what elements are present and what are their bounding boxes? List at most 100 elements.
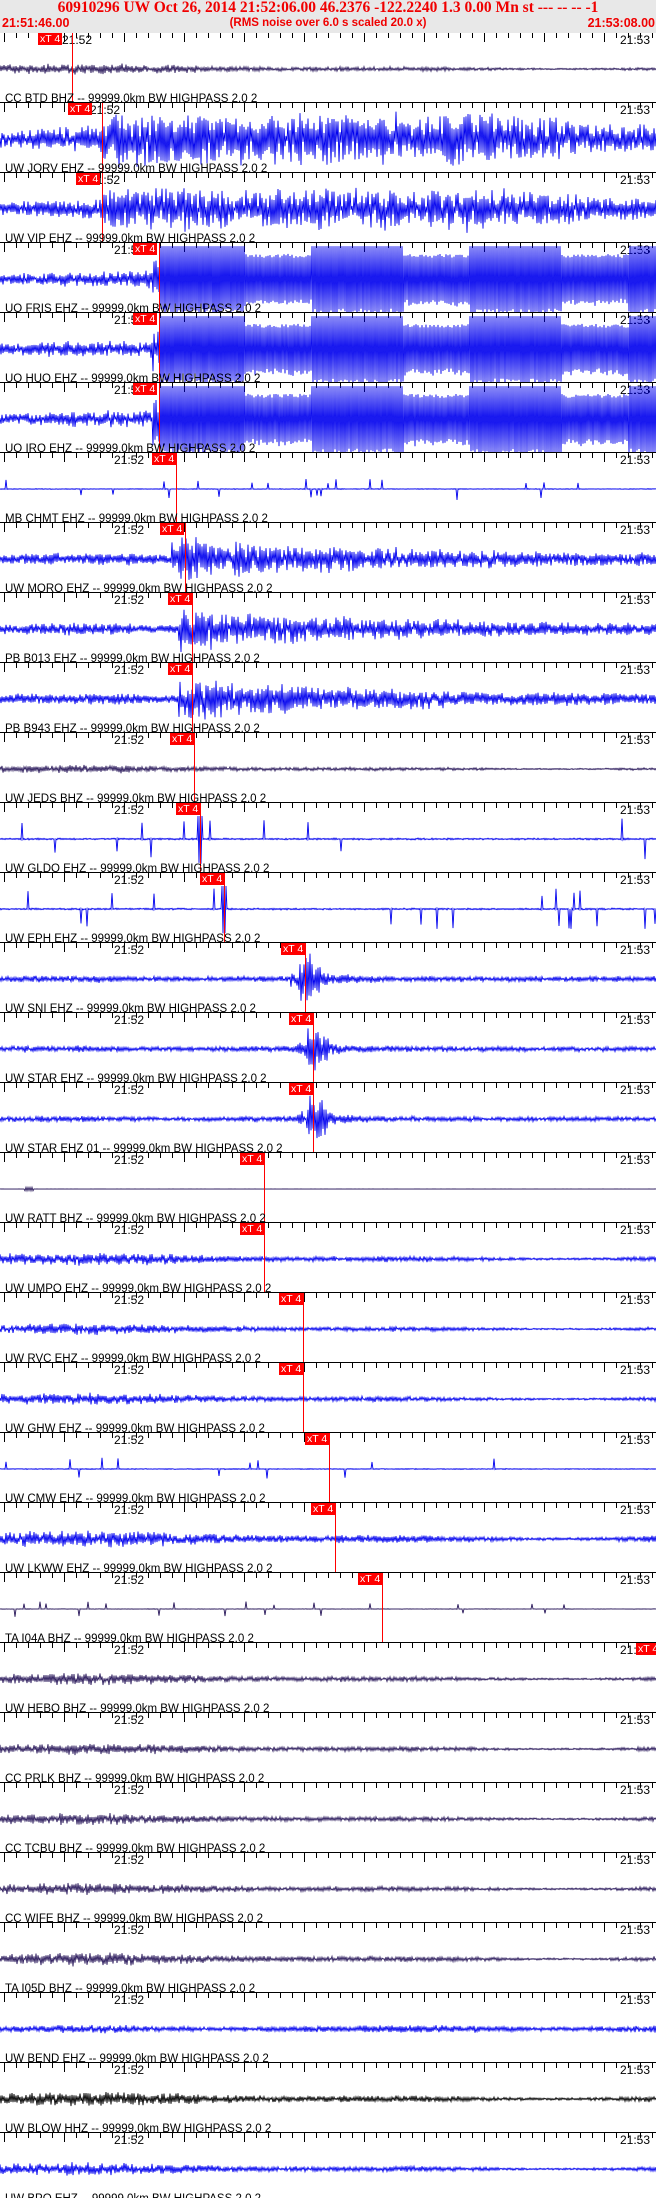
phase-pick-tag[interactable]: xT 4 [281, 943, 306, 955]
phase-pick-line[interactable] [159, 383, 160, 452]
phase-pick-tag[interactable]: xT 4 [289, 1013, 314, 1025]
axis-tick-minor [40, 733, 41, 738]
axis-tick-minor [412, 523, 413, 528]
trace-station-label: CC TCBU BHZ -- 99999.0km BW HIGHPASS 2.0… [5, 1843, 266, 1853]
trace-row[interactable]: 21:52 21:53 xT 4 UW JEDS BHZ -- 99999.0km B… [0, 733, 656, 803]
phase-pick-line[interactable] [329, 1433, 330, 1502]
phase-pick-tag[interactable]: xT 4 [133, 313, 158, 325]
trace-row[interactable]: 21:52 21:53 xT 4 UO IRQ EHZ -- 99999.0km BW… [0, 383, 656, 453]
phase-pick-line[interactable] [102, 103, 103, 172]
phase-pick-tag[interactable]: xT 4 [240, 1223, 265, 1235]
phase-pick-tag[interactable]: xT 4 [170, 733, 195, 745]
phase-pick-tag[interactable]: xT 4 [38, 33, 63, 45]
trace-station-label: CC BTD BHZ -- 99999.0km BW HIGHPASS 2.0 … [5, 93, 258, 103]
axis-tick-minor [220, 663, 221, 668]
phase-pick-tag[interactable]: xT 4 [279, 1363, 304, 1375]
phase-pick-tag[interactable]: xT 4 [68, 103, 93, 115]
axis-tick-major [484, 523, 485, 532]
phase-pick-line[interactable] [194, 733, 195, 802]
phase-pick-tag[interactable]: xT 4 [152, 453, 177, 465]
trace-row[interactable]: 21:52 21:53 UW BLOW HHZ -- 99999.0km BW HI… [0, 2063, 656, 2133]
axis-tick-major [364, 453, 365, 462]
trace-row[interactable]: 21:52 21:53 xT 4 UW STAR EHZ 01 -- 99999.0k… [0, 1083, 656, 1153]
phase-pick-line[interactable] [192, 593, 193, 662]
trace-row[interactable]: 21:52 21:53 xT 4 UW UMPQ EHZ -- 99999.0km B… [0, 1223, 656, 1293]
trace-row[interactable]: 21:52 21:53 xT 4 PB B943 EHZ -- 99999.0km B… [0, 663, 656, 733]
phase-pick-tag[interactable]: xT 4 [358, 1573, 383, 1585]
axis-tick-minor [268, 803, 269, 808]
phase-pick-line[interactable] [313, 1083, 314, 1152]
phase-pick-tag[interactable]: xT 4 [168, 593, 193, 605]
phase-pick-tag[interactable]: xT 4 [636, 1643, 656, 1655]
trace-row[interactable]: 21:52 21:53 xT 4 UW LKWW EHZ -- 99999.0km B… [0, 1503, 656, 1573]
phase-pick-line[interactable] [335, 1503, 336, 1572]
trace-row[interactable]: 21:52 21:53 xT 4 UW MORO EHZ -- 99999.0km B… [0, 523, 656, 593]
trace-row[interactable]: 21:52 21:53 xT 4 PB B013 EHZ -- 99999.0km B… [0, 593, 656, 663]
phase-pick-line[interactable] [159, 243, 160, 312]
phase-pick-line[interactable] [176, 453, 177, 522]
axis-tick-minor [88, 453, 89, 458]
axis-tick-minor [148, 943, 149, 948]
axis-tick-minor [76, 1293, 77, 1298]
phase-pick-tag[interactable]: xT 4 [289, 1083, 314, 1095]
trace-row[interactable]: 21:52 21:53 xT 4 UW JORV EHZ -- 99999.0km B… [0, 103, 656, 173]
axis-tick-minor [352, 1783, 353, 1788]
phase-pick-line[interactable] [382, 1573, 383, 1642]
axis-tick-major [244, 733, 245, 742]
phase-pick-tag[interactable]: xT 4 [168, 663, 193, 675]
trace-row[interactable]: 21:52 21:53 xT 4 UW RATT BHZ -- 99999.0km B… [0, 1153, 656, 1223]
axis-tick-minor [160, 2063, 161, 2068]
axis-tick-minor [232, 1153, 233, 1158]
trace-row[interactable]: 21:52 21:53 CC PRLK BHZ -- 99999.0km BW HI… [0, 1713, 656, 1783]
trace-station-label: UW JEDS BHZ -- 99999.0km BW HIGHPASS 2.0… [5, 793, 267, 803]
phase-pick-line[interactable] [185, 523, 186, 592]
axis-tick-minor [100, 103, 101, 108]
trace-row[interactable]: 21:52 21:53 xT 4 MB CHMT EHZ -- 99999.0km B… [0, 453, 656, 523]
phase-pick-tag[interactable]: xT 4 [176, 803, 201, 815]
phase-pick-line[interactable] [102, 173, 103, 242]
trace-row[interactable]: 21:52 21:53 xT 4 TA I04A BHZ -- 99999.0km B… [0, 1573, 656, 1643]
phase-pick-line[interactable] [264, 1153, 265, 1222]
trace-row[interactable]: 21:52 21:53 xT 4 UW STAR EHZ -- 99999.0km B… [0, 1013, 656, 1083]
phase-pick-line[interactable] [224, 873, 225, 942]
phase-pick-line[interactable] [200, 803, 201, 872]
phase-pick-line[interactable] [303, 1293, 304, 1362]
trace-row[interactable]: 21:52 21:53 xT 4 UO FRIS EHZ -- 99999.0km B… [0, 243, 656, 313]
axis-tick-minor [376, 593, 377, 598]
trace-row[interactable]: 21:52 21:53 xT 4 UW RVC EHZ -- 99999.0km BW… [0, 1293, 656, 1363]
trace-row[interactable]: 21:52 21:53 xT 4 UW EPH EHZ -- 99999.0km BW… [0, 873, 656, 943]
phase-pick-tag[interactable]: xT 4 [200, 873, 225, 885]
phase-pick-line[interactable] [313, 1013, 314, 1082]
axis-tick-major [364, 1853, 365, 1862]
phase-pick-line[interactable] [159, 313, 160, 382]
phase-pick-line[interactable] [264, 1223, 265, 1292]
phase-pick-line[interactable] [305, 943, 306, 1012]
phase-pick-tag[interactable]: xT 4 [311, 1503, 336, 1515]
axis-time-label-left: 21:52 [114, 1783, 145, 1797]
trace-row[interactable]: 21:52 21:53 CC TCBU BHZ -- 99999.0km BW HI… [0, 1783, 656, 1853]
phase-pick-tag[interactable]: xT 4 [133, 243, 158, 255]
phase-pick-tag[interactable]: xT 4 [240, 1153, 265, 1165]
trace-row[interactable]: 21:52 21:53 UW BEND EHZ -- 99999.0km BW HI… [0, 1993, 656, 2063]
phase-pick-line[interactable] [72, 33, 73, 102]
axis-tick-minor [412, 1153, 413, 1158]
phase-pick-tag[interactable]: xT 4 [305, 1433, 330, 1445]
trace-row[interactable]: 21:52 21:53 xT 4 CC BTD BHZ -- 99999.0km BW… [0, 33, 656, 103]
trace-row[interactable]: 21:52 21:53 xT 4 UW GLDO EHZ -- 99999.0km B… [0, 803, 656, 873]
phase-pick-tag[interactable]: xT 4 [76, 173, 101, 185]
trace-row[interactable]: 21:52 21:53 xT 4 UW SNI EHZ -- 99999.0km BW… [0, 943, 656, 1013]
trace-row[interactable]: 21:52 21:53 xT 4 UW VIP EHZ -- 99999.0km BW… [0, 173, 656, 243]
trace-row[interactable]: 21:52 21:53 CC WIFE BHZ -- 99999.0km BW HI… [0, 1853, 656, 1923]
axis-tick-minor [388, 1573, 389, 1578]
phase-pick-line[interactable] [192, 663, 193, 732]
phase-pick-tag[interactable]: xT 4 [160, 523, 185, 535]
trace-row[interactable]: 21:52 21:53 TA I05D BHZ -- 99999.0km BW HI… [0, 1923, 656, 1993]
phase-pick-line[interactable] [303, 1363, 304, 1432]
phase-pick-tag[interactable]: xT 4 [279, 1293, 304, 1305]
trace-row[interactable]: 21:52 21:53 xT 4 UO HUO EHZ -- 99999.0km BW… [0, 313, 656, 383]
trace-row[interactable]: 21:52 21:53 xT 4 UW CMW EHZ -- 99999.0km BW… [0, 1433, 656, 1503]
trace-row[interactable]: 21:52 21:53 xT 4 UW GHW EHZ -- 99999.0km BW… [0, 1363, 656, 1433]
phase-pick-tag[interactable]: xT 4 [133, 383, 158, 395]
